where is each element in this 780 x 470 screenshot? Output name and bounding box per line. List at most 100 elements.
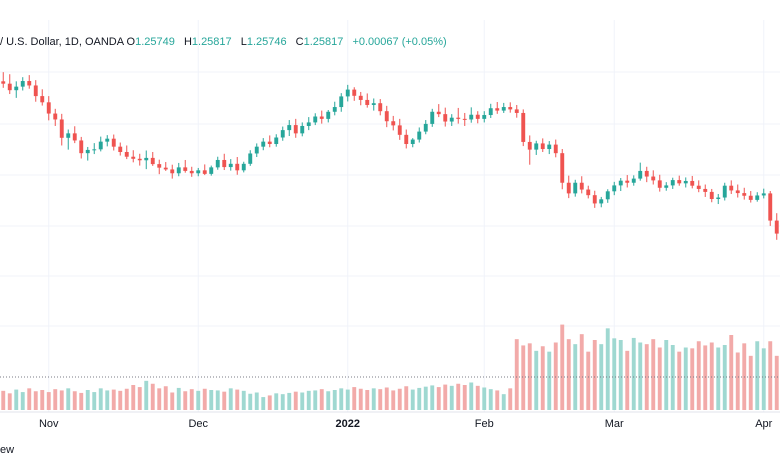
candle-body bbox=[53, 113, 58, 120]
volume-bar bbox=[683, 347, 688, 410]
candle-body bbox=[709, 191, 714, 200]
volume-bar bbox=[397, 388, 402, 410]
volume-bar bbox=[625, 350, 630, 410]
volume-bar bbox=[586, 351, 591, 410]
candle-body bbox=[66, 133, 71, 138]
volume-bar bbox=[150, 383, 155, 410]
candle-body bbox=[79, 140, 84, 154]
volume-bar bbox=[436, 387, 441, 410]
candle-body bbox=[605, 191, 610, 200]
volume-bar bbox=[774, 355, 779, 410]
candle-body bbox=[651, 176, 656, 181]
x-tick-label: Nov bbox=[39, 418, 59, 430]
candle-body bbox=[248, 153, 253, 164]
candle-body bbox=[436, 111, 441, 115]
candle-body bbox=[365, 99, 370, 105]
candle-body bbox=[690, 180, 695, 186]
volume-bar bbox=[566, 339, 571, 410]
volume-bar bbox=[456, 383, 461, 410]
volume-bar bbox=[196, 390, 201, 410]
volume-bar bbox=[579, 334, 584, 410]
candle-body bbox=[683, 180, 688, 184]
volume-bar bbox=[345, 389, 350, 410]
candle-body bbox=[267, 141, 272, 145]
candle-body bbox=[157, 164, 162, 168]
candle-body bbox=[378, 103, 383, 112]
volume-bar bbox=[157, 388, 162, 410]
candle-body bbox=[118, 146, 123, 152]
volume-bar bbox=[163, 386, 168, 410]
candle-body bbox=[105, 138, 110, 142]
candle-body bbox=[495, 108, 500, 111]
volume-bar bbox=[53, 389, 58, 410]
volume-bar bbox=[404, 386, 409, 410]
volume-bar bbox=[124, 388, 129, 410]
volume-bar bbox=[540, 346, 545, 410]
volume-bar bbox=[417, 387, 422, 410]
candle-body bbox=[469, 114, 474, 120]
candle-body bbox=[215, 159, 220, 168]
candle-body bbox=[339, 96, 344, 108]
candle-body bbox=[280, 130, 285, 138]
candle-body bbox=[443, 114, 448, 122]
volume-bar bbox=[92, 392, 97, 410]
candle-body bbox=[501, 107, 506, 111]
x-tick-label: Apr bbox=[755, 418, 772, 430]
candle-body bbox=[59, 119, 64, 138]
candle-body bbox=[618, 180, 623, 186]
volume-bar bbox=[358, 388, 363, 410]
candle-body bbox=[534, 143, 539, 150]
volume-bar bbox=[111, 389, 116, 410]
volume-bar bbox=[202, 388, 207, 410]
symbol-name: / U.S. Dollar, 1D, OANDA bbox=[0, 36, 124, 48]
footer-link[interactable]: ew bbox=[0, 444, 15, 456]
candle-body bbox=[300, 125, 305, 134]
volume-bar bbox=[514, 339, 519, 410]
volume-bar bbox=[722, 345, 727, 410]
volume-bar bbox=[677, 351, 682, 410]
candle-body bbox=[670, 180, 675, 186]
candle-body bbox=[488, 108, 493, 116]
candle-body bbox=[599, 199, 604, 204]
candle-body bbox=[553, 144, 558, 154]
candle-body bbox=[137, 158, 142, 161]
volume-bar bbox=[527, 343, 532, 410]
candle-body bbox=[722, 185, 727, 198]
volume-bar bbox=[254, 392, 259, 410]
candle-body bbox=[371, 103, 376, 105]
volume-bar bbox=[605, 328, 610, 410]
candle-body bbox=[241, 163, 246, 171]
candle-body bbox=[124, 151, 129, 157]
volume-bar bbox=[261, 397, 266, 410]
candle-body bbox=[417, 131, 422, 140]
volume-bar bbox=[703, 345, 708, 410]
volume-bar bbox=[267, 395, 272, 410]
volume-bar bbox=[449, 385, 454, 410]
candle-body bbox=[150, 157, 155, 165]
low-label: L bbox=[240, 36, 247, 48]
candle-body bbox=[111, 138, 116, 147]
volume-bar bbox=[118, 390, 123, 410]
candle-body bbox=[579, 182, 584, 190]
volume-bar bbox=[729, 335, 734, 410]
volume-bar bbox=[599, 344, 604, 410]
low-value: 1.25746 bbox=[246, 36, 287, 48]
volume-bar bbox=[72, 391, 77, 410]
candle-body bbox=[482, 115, 487, 119]
grid-lines bbox=[0, 20, 780, 412]
volume-bar bbox=[326, 391, 331, 410]
high-value: 1.25817 bbox=[191, 36, 232, 48]
volume-bar bbox=[410, 389, 415, 410]
volume-bar bbox=[59, 390, 64, 410]
volume-bar bbox=[287, 392, 292, 410]
volume-bar bbox=[709, 342, 714, 410]
candle-body bbox=[189, 170, 194, 174]
x-tick-label: Dec bbox=[188, 418, 208, 430]
candle-body bbox=[410, 139, 415, 145]
candle-body bbox=[748, 195, 753, 200]
volume-bar bbox=[664, 340, 669, 410]
candle-body bbox=[716, 197, 721, 200]
volume-bar bbox=[222, 391, 227, 410]
volume-bar bbox=[469, 382, 474, 410]
